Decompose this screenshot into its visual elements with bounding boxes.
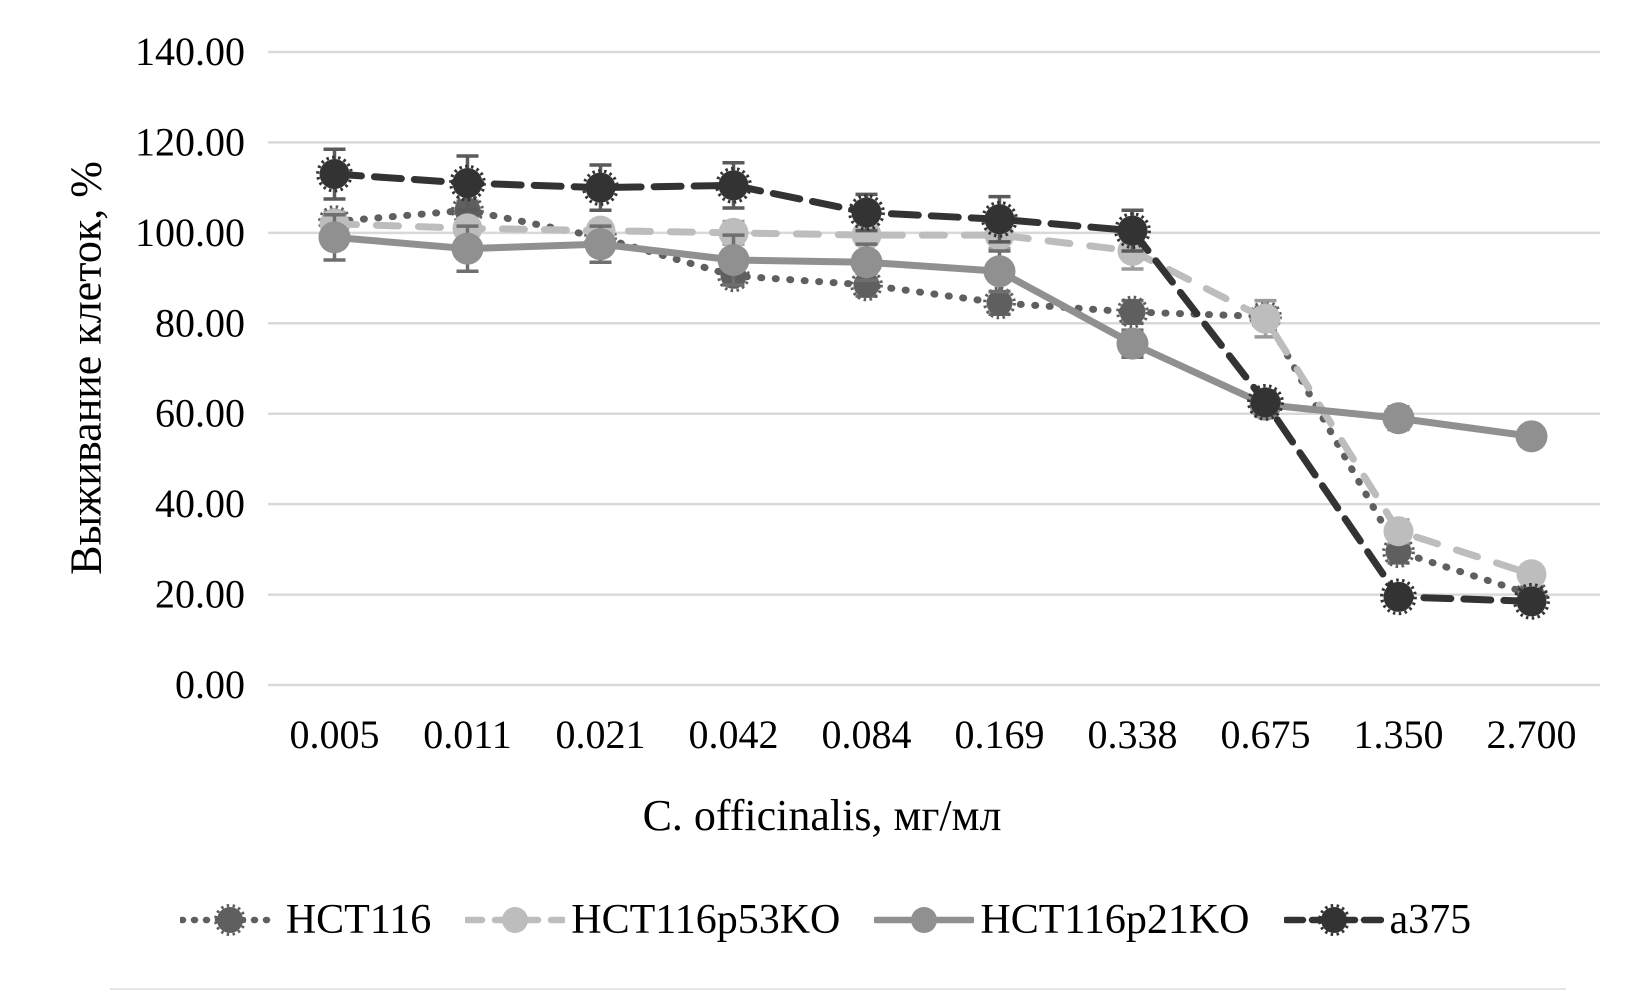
y-tick-label: 40.00	[155, 481, 245, 526]
data-point-marker	[853, 271, 880, 298]
x-tick-label: 0.011	[423, 712, 512, 757]
x-tick-label: 0.084	[822, 712, 912, 757]
y-tick-labels: 0.00 20.00 40.00 60.00 80.00 100.00 120.00 140.…	[135, 29, 245, 707]
data-point-marker-scallop	[848, 194, 885, 231]
markers-a375	[316, 155, 1550, 620]
series-line-HCT116	[331, 206, 1535, 599]
data-point-marker	[1250, 387, 1281, 418]
y-tick-label: 0.00	[175, 662, 245, 707]
series-HCT116	[318, 193, 1548, 611]
data-point-marker-scallop	[1247, 384, 1284, 421]
data-point-marker	[585, 172, 616, 203]
data-point-marker	[1382, 402, 1415, 435]
data-point-marker	[1250, 303, 1281, 334]
data-point-marker	[451, 232, 484, 265]
legend-marker	[216, 907, 243, 933]
data-point-marker	[1383, 581, 1414, 612]
x-tick-label: 0.169	[955, 712, 1045, 757]
data-point-marker	[850, 246, 883, 279]
data-point-marker	[1515, 420, 1548, 453]
legend-item-hct116p53ko: HCT116p53KO	[465, 896, 840, 944]
data-point-marker	[717, 243, 750, 276]
series-line-HCT116p53KO	[331, 220, 1535, 578]
data-point-marker	[318, 221, 351, 254]
legend-marker-scallop	[213, 904, 246, 936]
data-point-marker	[1383, 516, 1414, 547]
data-point-marker	[851, 197, 882, 228]
data-point-marker	[584, 228, 617, 261]
y-tick-label: 80.00	[155, 300, 245, 345]
legend-marker	[502, 907, 529, 933]
data-point-marker-scallop	[316, 155, 353, 193]
markers-HCT116p21KO	[318, 221, 1548, 453]
x-tick-label: 0.338	[1088, 712, 1178, 757]
data-point-marker	[319, 159, 350, 190]
data-point-marker	[1385, 538, 1412, 565]
data-point-marker-scallop	[983, 286, 1016, 320]
x-axis-title: C. officinalis, мг/мл	[642, 791, 1002, 840]
legend-item-hct116: HCT116	[179, 896, 432, 944]
x-tick-label: 0.005	[290, 712, 380, 757]
data-point-marker	[986, 289, 1013, 316]
data-point-marker-scallop	[1382, 535, 1415, 569]
legend: HCT116 HCT116p53KO HCT116p21KO a375	[0, 896, 1651, 944]
data-point-marker	[452, 168, 483, 199]
series-a375	[316, 147, 1550, 620]
y-tick-label: 20.00	[155, 572, 245, 617]
data-point-marker-scallop	[582, 169, 619, 207]
data-point-marker-scallop	[1116, 295, 1149, 329]
legend-marker-scallop	[1317, 904, 1350, 936]
data-point-marker	[1117, 215, 1148, 246]
legend-sample-a375	[1283, 904, 1384, 936]
data-point-marker-scallop	[850, 268, 883, 302]
markers-HCT116	[318, 193, 1548, 611]
data-point-marker-scallop	[449, 164, 486, 202]
y-axis-title: Выживание клеток, %	[61, 161, 111, 575]
data-point-marker	[1119, 298, 1146, 325]
data-point-marker-scallop	[1114, 212, 1151, 249]
data-point-marker-scallop	[1380, 578, 1417, 616]
legend-item-a375: a375	[1283, 896, 1472, 944]
legend-label: HCT116p21KO	[980, 897, 1250, 943]
legend-sample-hct116p21ko	[874, 907, 975, 933]
data-point-marker-scallop	[584, 220, 617, 254]
data-point-marker	[984, 204, 1015, 235]
data-point-marker	[1516, 559, 1547, 590]
legend-marker	[911, 907, 938, 933]
data-point-marker-scallop	[451, 193, 484, 227]
y-tick-label: 140.00	[135, 29, 245, 74]
bottom-rule	[110, 988, 1566, 990]
legend-label: a375	[1389, 897, 1472, 943]
legend-label: HCT116	[285, 897, 432, 943]
data-point-marker-scallop	[717, 259, 750, 293]
data-point-marker	[1516, 586, 1547, 617]
data-point-marker	[718, 217, 749, 248]
y-tick-label: 120.00	[135, 119, 245, 164]
series-line-HCT116p21KO	[331, 233, 1535, 440]
data-point-marker-scallop	[1513, 582, 1550, 620]
series-line-a375	[331, 170, 1535, 605]
x-tick-labels: 0.005 0.011 0.021 0.042 0.084 0.169 0.338 0.675…	[290, 712, 1577, 757]
x-tick-label: 0.675	[1221, 712, 1311, 757]
y-tick-label: 60.00	[155, 391, 245, 436]
legend-item-hct116p21ko: HCT116p21KO	[874, 896, 1250, 944]
legend-marker	[1320, 907, 1347, 933]
x-tick-label: 1.350	[1354, 712, 1444, 757]
data-point-marker	[983, 255, 1016, 288]
data-point-marker	[718, 170, 749, 201]
data-point-marker-scallop	[715, 166, 752, 204]
legend-sample-hct116	[179, 904, 280, 936]
legend-label: HCT116p53KO	[571, 897, 841, 943]
data-point-marker-scallop	[981, 200, 1018, 238]
data-point-marker	[1116, 327, 1149, 360]
series-HCT116p21KO	[318, 213, 1548, 453]
x-tick-label: 0.042	[689, 712, 779, 757]
legend-sample-hct116p53ko	[465, 907, 566, 933]
x-tick-label: 2.700	[1487, 712, 1577, 757]
x-tick-label: 0.021	[556, 712, 646, 757]
y-tick-label: 100.00	[135, 210, 245, 255]
